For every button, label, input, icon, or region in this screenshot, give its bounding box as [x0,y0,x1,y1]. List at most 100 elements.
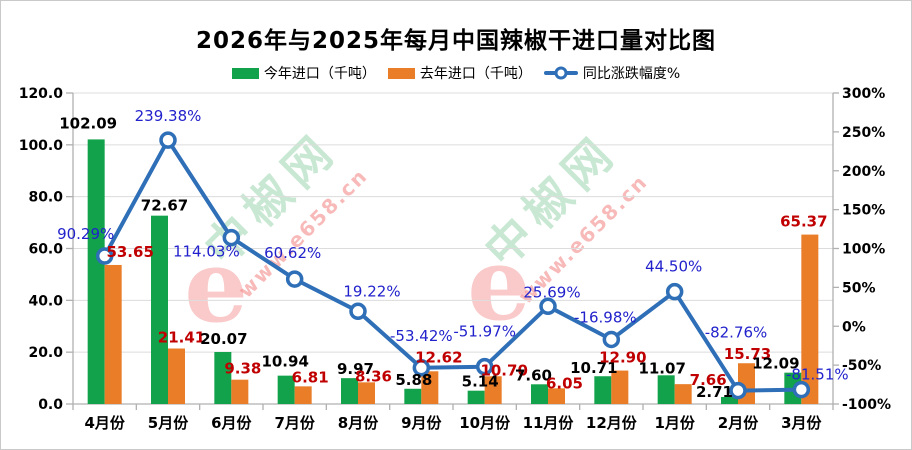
bar-value-this-year: 7.60 [515,366,552,384]
bar-this-year [151,215,168,404]
y-axis-label-right: 50% [842,280,876,296]
legend-label-last-year: 去年进口（千吨） [419,66,532,82]
yoy-percent-label: 114.03% [173,243,240,261]
bar-value-this-year: 9.97 [337,360,374,378]
y-axis-label-left: 40.0 [28,293,63,309]
y-axis-label-right: 150% [842,203,885,219]
yoy-percent-label: -16.98% [574,308,637,326]
bar-value-this-year: 12.09 [752,355,799,373]
bar-last-year [231,379,249,404]
bar-value-this-year: 10.71 [570,359,617,377]
x-axis-label: 11月份 [523,414,575,432]
bar-value-last-year: 53.65 [106,243,153,261]
bar-last-year [168,348,185,404]
yoy-percent-label: -51.97% [453,323,516,341]
yoy-line [102,138,802,393]
x-axis-label: 2月份 [718,414,759,432]
bar-last-year [674,384,692,404]
x-axis-label: 10月份 [459,414,511,432]
bar-value-this-year: 2.71 [696,383,733,401]
yoy-marker [475,357,494,376]
bar-this-year [277,375,295,404]
bar-last-year [548,388,565,404]
bar-value-last-year: 9.38 [224,360,261,378]
x-axis-label: 1月份 [654,414,695,432]
bar-value-this-year: 11.07 [638,359,685,377]
x-axis-label: 9月份 [401,414,442,432]
legend-swatch-last-year-icon [387,67,415,79]
bar-this-year [721,396,738,404]
yoy-percent-label: 90.29% [57,225,114,243]
legend-label-yoy: 同比涨跌幅度% [582,66,681,82]
bar-this-year [214,351,232,404]
y-axis-label-right: 0% [842,319,866,335]
bar-last-year [611,370,629,404]
y-axis-label-right: 250% [842,125,885,141]
yoy-marker [159,131,177,149]
bar-last-year [421,371,439,404]
y-axis-label-left: 80.0 [28,190,63,206]
bar-last-year [294,386,312,404]
yoy-marker [412,359,431,377]
yoy-marker [222,228,241,247]
y-axis-label-right: 200% [842,164,885,180]
x-axis-label: 6月份 [211,414,252,432]
bar-last-year [358,382,375,404]
bar-this-year [467,390,485,404]
x-axis-label: 8月份 [338,414,379,432]
yoy-percent-label: 25.69% [523,283,580,301]
yoy-marker [792,380,811,399]
yoy-marker [729,381,747,400]
legend: 今年进口（千吨） 去年进口（千吨） 同比涨跌幅度% [1,63,911,83]
yoy-marker [539,297,557,316]
y-axis-label-right: 300% [842,86,885,102]
legend-item-this-year: 今年进口（千吨） [231,63,376,83]
bar-value-this-year: 5.14 [462,373,499,391]
bar-value-this-year: 5.88 [395,371,432,389]
bar-value-last-year: 15.73 [724,345,771,363]
x-axis-label: 12月份 [586,414,638,432]
bar-value-this-year: 72.67 [141,197,188,215]
x-axis-label: 7月份 [274,414,315,432]
bar-this-year [531,384,548,404]
legend-item-yoy: 同比涨跌幅度% [543,63,681,83]
bar-this-year [341,378,358,404]
legend-dot-icon [554,66,568,80]
yoy-percent-label: -53.42% [390,327,453,345]
x-axis-label: 3月份 [781,414,822,432]
bar-last-year [484,376,502,404]
yoy-percent-label: 239.38% [135,107,202,125]
bar-value-last-year: 6.81 [292,368,329,386]
bar-value-last-year: 65.37 [780,213,827,231]
yoy-marker [349,302,367,321]
yoy-marker [95,247,114,265]
y-axis-label-left: 120.0 [19,86,64,102]
bar-this-year [657,375,675,404]
yoy-marker [665,282,684,301]
bar-last-year [801,234,819,404]
yoy-percent-label: -82.76% [705,324,768,342]
bar-value-this-year: 102.09 [59,114,117,132]
y-axis-label-left: 20.0 [28,345,63,361]
chart-title: 2026年与2025年每月中国辣椒干进口量对比图 [195,28,717,54]
yoy-percent-label: 19.22% [343,282,400,300]
y-axis-label-right: 100% [842,242,885,258]
bar-value-this-year: 20.07 [200,330,247,348]
bar-last-year [104,264,122,404]
bar-value-last-year: 12.90 [599,349,646,367]
bar-value-last-year: 8.36 [355,367,392,385]
yoy-percent-label: 44.50% [645,258,702,276]
bar-this-year [594,376,612,404]
yoy-percent-label: 60.62% [264,244,321,262]
legend-line-marker-icon [543,66,578,80]
bar-this-year [404,388,422,404]
legend-swatch-this-year-icon [231,67,259,79]
y-axis-label-right: -100% [842,397,891,413]
x-axis-label: 5月份 [148,414,189,432]
bar-value-last-year: 6.05 [546,374,583,392]
y-axis-label-left: 60.0 [28,242,63,258]
x-axis-label: 4月份 [84,414,125,432]
bar-value-last-year: 7.66 [690,371,727,389]
